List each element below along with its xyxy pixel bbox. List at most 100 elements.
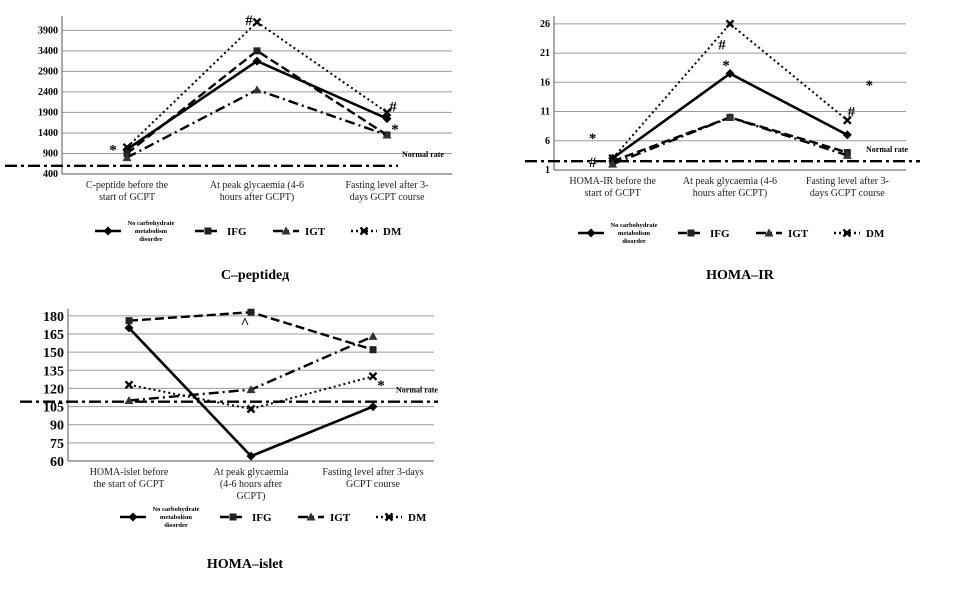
homaislet-series-dm-point: [124, 380, 134, 390]
homaislet-legend-ifg-marker: [229, 513, 237, 521]
cpep-legend-dm-label: DM: [383, 226, 402, 238]
homair-series-dm-point: [608, 153, 618, 163]
cpep-normal-rate-label: Normal rate: [402, 150, 444, 159]
cpep-y-tick-label: 900: [43, 148, 58, 159]
homaislet-series-ifg-point: [369, 346, 377, 354]
cpep-legend-no-carb-label: No carbohydrate: [127, 220, 174, 227]
homair-x-category-label: hours after GCPT): [693, 188, 767, 199]
homair-x-category-label: HOMA-IR before the: [569, 176, 656, 187]
homaislet-legend-igt-marker: [306, 512, 316, 521]
homair-x-category-label: days GCPT course: [810, 188, 885, 199]
homair-series-dm-point: [842, 115, 852, 125]
homair-x-category-label: At peak glycaemia (4-6: [683, 176, 777, 187]
homaislet-normal-rate-label: Normal rate: [396, 386, 438, 395]
homaislet-y-tick-label: 165: [43, 328, 64, 343]
cpep-legend-ifg-marker: [204, 227, 212, 235]
homair-legend-igt-label: IGT: [788, 228, 809, 240]
homair-series-no-carb-point: [842, 130, 852, 140]
homair-legend-no-carb-label: metabolism: [618, 230, 651, 237]
cpep-y-tick-label: 2900: [38, 66, 58, 77]
cpep-series-igt-point: [382, 130, 392, 139]
homair-legend-dm-label: DM: [866, 228, 885, 240]
cpep-legend-dm-marker: [359, 226, 369, 236]
homaislet-x-category-label: Fasting level after 3-days: [322, 467, 423, 478]
cpep-y-tick-label: 1400: [38, 128, 58, 139]
chart-c-peptide: 400 900 1400 1900 2400 2900 3400 3900 Normal rat…: [0, 0, 470, 290]
cpep-legend-no-carb-marker: [103, 226, 113, 236]
homair-y-tick-label: 21: [540, 48, 550, 59]
homair-legend-no-carb-marker: [586, 228, 596, 238]
homair-legend-no-carb-label: disorder: [622, 238, 646, 245]
homaislet-significance-marker: ^: [241, 316, 250, 332]
homaislet-y-tick-label: 120: [43, 382, 64, 397]
cpep-series-dm-point: [252, 17, 262, 27]
homaislet-y-tick-label: 105: [43, 401, 64, 416]
cpep-legend-no-carb-label: disorder: [139, 236, 163, 243]
homaislet-series-no-carb-point: [124, 323, 134, 333]
caption-homa-ir: HOMA–IR: [706, 268, 774, 283]
homair-y-tick-label: 6: [545, 136, 550, 147]
homaislet-y-tick-label: 75: [50, 437, 64, 452]
homair-y-tick-label: 16: [540, 77, 550, 88]
homaislet-legend-no-carb-label: metabolism: [160, 514, 193, 521]
homaislet-series-no-carb-point: [368, 402, 378, 412]
homaislet-x-category-label: (4-6 hours after: [220, 479, 283, 490]
cpep-x-category-label: Fasting level after 3-: [345, 180, 428, 191]
homair-series-igt-point: [842, 150, 852, 159]
homaislet-x-category-label: GCPT course: [346, 479, 401, 490]
cpep-y-tick-label: 2400: [38, 87, 58, 98]
cpep-x-category-label: C-peptide before the: [86, 180, 169, 191]
homaislet-legend-no-carb-marker: [128, 512, 138, 522]
homair-series-igt-point: [725, 112, 735, 121]
homaislet-series-ifg-point: [247, 308, 255, 316]
cpep-series-dm-point: [382, 108, 392, 117]
homair-legend-ifg-marker: [687, 229, 695, 237]
cpep-series-ifg-line: [126, 49, 388, 155]
homaislet-legend-dm-label: DM: [408, 512, 427, 524]
cpep-x-category-label: hours after GCPT): [220, 192, 294, 203]
homaislet-x-category-label: GCPT): [237, 491, 266, 502]
homaislet-series-igt-point: [246, 385, 256, 394]
homaislet-x-category-label: HOMA-islet before: [90, 467, 169, 478]
homair-y-tick-label: 1: [545, 165, 550, 176]
cpep-significance-marker: #: [389, 99, 397, 115]
homaislet-y-tick-label: 90: [50, 419, 64, 434]
chart-homa-ir: 1 6 11 16 21 26 Normal rate * # # * * # HOMA-IR befor…: [500, 0, 959, 290]
homair-y-tick-label: 26: [540, 19, 550, 30]
homaislet-y-tick-label: 180: [43, 310, 64, 325]
cpep-series-dm-line: [126, 21, 388, 149]
cpep-series-no-carb-point: [252, 56, 262, 66]
homaislet-series-dm-point: [246, 404, 256, 414]
caption-homa-islet: HOMA–islet: [206, 557, 284, 572]
cpep-x-category-label: At peak glycaemia (4-6: [210, 180, 304, 191]
homaislet-legend-dm-marker: [384, 512, 394, 522]
cpep-legend-no-carb-label: metabolism: [135, 228, 168, 235]
homaislet-series-no-carb-point: [246, 451, 256, 461]
homair-series-ifg-line: [612, 116, 848, 163]
homaislet-series-ifg-point: [125, 317, 133, 325]
homaislet-series-igt-point: [124, 396, 134, 405]
cpep-significance-marker: #: [245, 13, 253, 29]
homaislet-y-tick-label: 150: [43, 346, 64, 361]
cpep-legend-igt-label: IGT: [305, 226, 326, 238]
homaislet-significance-marker: *: [377, 378, 385, 394]
homaislet-legend-igt-label: IGT: [330, 512, 351, 524]
homair-x-category-label: Fasting level after 3-: [806, 176, 889, 187]
homair-normal-rate-label: Normal rate: [866, 145, 908, 154]
homaislet-series-dm-point: [368, 371, 378, 381]
homair-significance-marker: #: [589, 155, 597, 171]
cpep-y-tick-label: 400: [43, 169, 58, 180]
homair-significance-marker: *: [722, 58, 730, 74]
cpep-y-tick-label: 1900: [38, 107, 58, 118]
cpep-series-igt-point: [252, 85, 262, 94]
homair-legend-ifg-label: IFG: [710, 228, 730, 240]
cpep-series-dm-point: [122, 142, 132, 152]
homaislet-legend-no-carb-label: disorder: [164, 522, 188, 529]
chart-homa-islet: 60 75 90 105 120 135 150 165 180 Normal rate ^ * HOM…: [0, 295, 470, 589]
homair-series-no-carb-point: [725, 69, 735, 79]
homair-series-dm-point: [725, 19, 735, 29]
homair-significance-marker: #: [848, 105, 856, 121]
homair-x-category-label: start of GCPT: [585, 188, 641, 199]
homair-y-tick-label: 11: [541, 107, 550, 118]
homa-islet-line-chart: 60 75 90 105 120 135 150 165 180 Normal rate ^ * HOM…: [20, 308, 438, 529]
